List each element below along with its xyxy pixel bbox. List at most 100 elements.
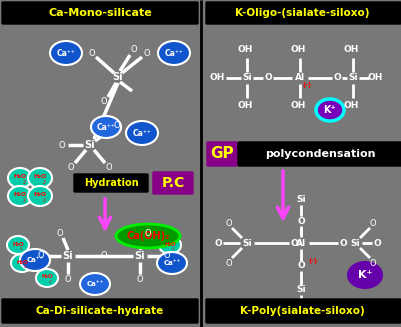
Text: P.C: P.C	[161, 176, 184, 190]
Text: Ca-Di-silicate-hydrate: Ca-Di-silicate-hydrate	[36, 306, 164, 316]
Text: Al: Al	[294, 74, 304, 82]
FancyBboxPatch shape	[205, 299, 400, 323]
Text: O: O	[225, 218, 232, 228]
Text: O: O	[136, 274, 143, 284]
Text: 2: 2	[43, 181, 45, 185]
Text: OH: OH	[290, 45, 305, 55]
Ellipse shape	[11, 254, 33, 272]
Ellipse shape	[36, 269, 58, 287]
Text: (-): (-)	[302, 82, 311, 88]
Text: O: O	[57, 229, 63, 237]
Text: O: O	[296, 262, 304, 270]
Text: Ca⁺⁺: Ca⁺⁺	[86, 281, 103, 287]
Text: Si: Si	[349, 238, 359, 248]
Text: H₂O: H₂O	[13, 175, 26, 180]
Ellipse shape	[91, 116, 121, 138]
Text: O: O	[105, 164, 112, 173]
Text: Si: Si	[134, 251, 145, 261]
Text: K⁺: K⁺	[357, 270, 371, 280]
Text: O: O	[130, 45, 137, 55]
Text: Si: Si	[296, 285, 305, 295]
Text: Ca⁺⁺: Ca⁺⁺	[96, 123, 115, 131]
Text: O: O	[113, 122, 120, 130]
Text: 2: 2	[43, 198, 45, 203]
Text: O: O	[38, 251, 44, 261]
Ellipse shape	[7, 236, 29, 254]
Text: Si: Si	[63, 251, 73, 261]
Text: OH: OH	[367, 74, 382, 82]
Ellipse shape	[116, 224, 180, 248]
FancyBboxPatch shape	[207, 142, 237, 166]
Text: polycondensation: polycondensation	[264, 149, 374, 159]
FancyBboxPatch shape	[74, 174, 148, 192]
Text: O: O	[89, 48, 95, 58]
Text: O: O	[65, 274, 71, 284]
FancyBboxPatch shape	[237, 142, 401, 166]
Text: O: O	[100, 251, 107, 261]
Text: 2: 2	[22, 181, 26, 185]
Text: (-): (-)	[308, 258, 317, 264]
Ellipse shape	[159, 236, 180, 254]
Text: Si: Si	[112, 72, 123, 82]
Text: OH: OH	[290, 101, 305, 111]
Text: O: O	[214, 238, 221, 248]
Text: O: O	[67, 164, 74, 173]
FancyBboxPatch shape	[2, 2, 198, 24]
Text: 2: 2	[24, 265, 26, 269]
Ellipse shape	[20, 249, 50, 271]
Text: O: O	[372, 238, 380, 248]
FancyBboxPatch shape	[153, 172, 192, 194]
Ellipse shape	[28, 186, 52, 206]
Text: O: O	[369, 218, 375, 228]
Text: O: O	[338, 238, 346, 248]
Ellipse shape	[50, 41, 82, 65]
Text: OH: OH	[342, 45, 358, 55]
Text: Ca⁺⁺: Ca⁺⁺	[57, 48, 75, 58]
Ellipse shape	[347, 262, 381, 288]
Ellipse shape	[8, 186, 32, 206]
Text: OH: OH	[209, 74, 224, 82]
Text: H₂O: H₂O	[16, 260, 28, 265]
FancyBboxPatch shape	[2, 299, 198, 323]
Ellipse shape	[126, 121, 158, 145]
Text: O: O	[144, 229, 151, 237]
Text: 2: 2	[49, 280, 51, 284]
Text: H₂O: H₂O	[33, 175, 47, 180]
Text: K-Poly(sialate-siloxo): K-Poly(sialate-siloxo)	[239, 306, 363, 316]
Text: O: O	[59, 141, 65, 149]
Text: 2: 2	[171, 247, 174, 251]
Text: O: O	[163, 251, 170, 261]
Text: Ca(OH)₂: Ca(OH)₂	[126, 231, 169, 241]
Text: OH: OH	[237, 101, 252, 111]
Text: O: O	[143, 48, 150, 58]
Text: O: O	[263, 74, 271, 82]
Text: Si: Si	[241, 238, 251, 248]
Text: Ca⁺⁺: Ca⁺⁺	[163, 260, 180, 266]
Text: Si: Si	[241, 74, 251, 82]
Text: Ca⁺⁺: Ca⁺⁺	[164, 48, 183, 58]
Text: H₂O: H₂O	[33, 193, 47, 198]
Ellipse shape	[28, 168, 52, 188]
Ellipse shape	[158, 41, 190, 65]
Text: Hydration: Hydration	[83, 178, 138, 188]
Text: O: O	[290, 238, 297, 248]
Text: Si: Si	[85, 140, 95, 150]
Text: 2: 2	[20, 247, 22, 251]
Text: H₂O: H₂O	[13, 193, 26, 198]
Text: O: O	[332, 74, 340, 82]
Ellipse shape	[80, 273, 110, 295]
Text: 2: 2	[22, 198, 26, 203]
Text: GP: GP	[210, 146, 233, 162]
Text: K-Oligo-(sialate-siloxo): K-Oligo-(sialate-siloxo)	[234, 8, 369, 18]
Text: Ca-Mono-silicate: Ca-Mono-silicate	[48, 8, 152, 18]
Text: O: O	[296, 216, 304, 226]
FancyBboxPatch shape	[205, 2, 400, 24]
Text: Si: Si	[347, 74, 357, 82]
Text: O: O	[225, 259, 232, 267]
Text: H₂O: H₂O	[164, 242, 175, 247]
Text: Ca⁺⁺: Ca⁺⁺	[26, 257, 44, 263]
Text: H₂O: H₂O	[41, 274, 53, 280]
Text: O: O	[100, 97, 107, 107]
Text: Ca⁺⁺: Ca⁺⁺	[132, 129, 151, 137]
Text: K⁺: K⁺	[323, 105, 336, 115]
